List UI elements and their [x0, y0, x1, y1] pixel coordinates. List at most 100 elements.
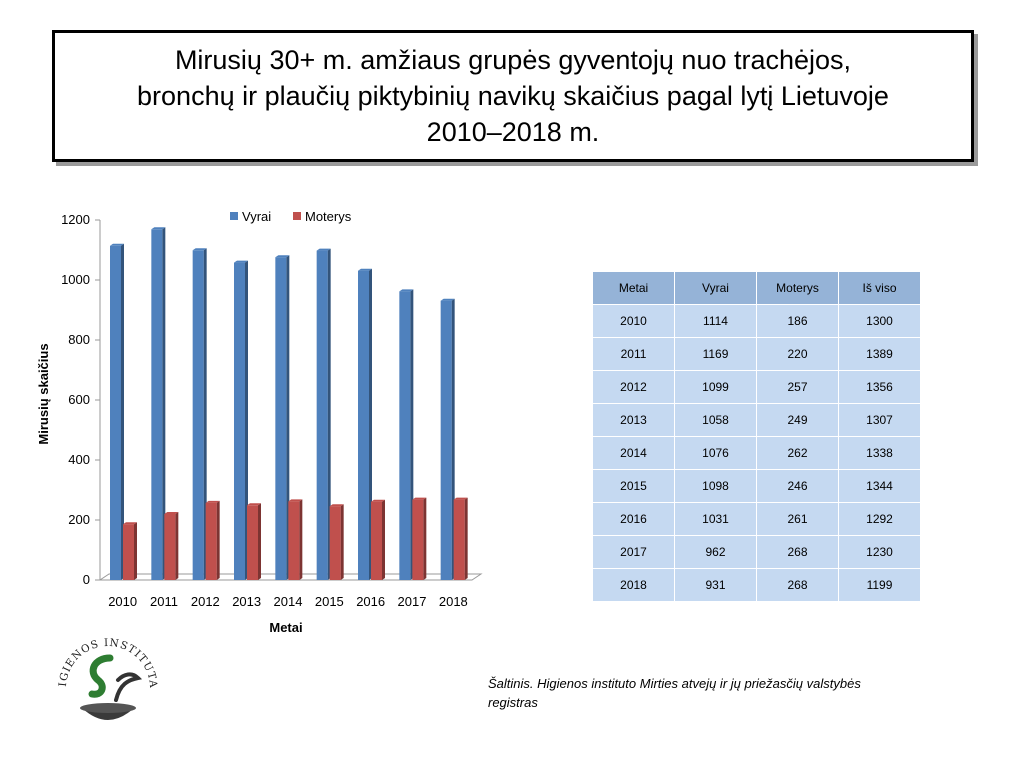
x-tick-label: 2015: [315, 594, 344, 609]
legend-swatch: [230, 212, 238, 220]
bar-top: [192, 248, 207, 251]
table-cell: 1389: [839, 338, 921, 371]
x-tick-label: 2012: [191, 594, 220, 609]
y-tick-label: 200: [68, 512, 90, 527]
bar: [399, 291, 411, 580]
bar-top: [371, 499, 385, 502]
x-tick-label: 2018: [439, 594, 468, 609]
bar: [247, 505, 258, 580]
x-tick-label: 2017: [398, 594, 427, 609]
bar-top: [234, 260, 248, 263]
table-row: 2014 1076 262 1338: [593, 437, 921, 470]
table-row: 2016 1031 261 1292: [593, 503, 921, 536]
legend-label: Moterys: [305, 209, 352, 224]
bar: [275, 257, 287, 580]
table-cell: 1230: [839, 536, 921, 569]
bar-top: [440, 298, 455, 301]
y-tick-label: 400: [68, 452, 90, 467]
bar: [205, 502, 217, 580]
table-header: Moterys: [757, 272, 839, 305]
bar-side: [382, 499, 385, 580]
bar-side: [258, 503, 261, 580]
bar-chart: 0 200 400 600 800 1000 1200 2010 2011 2012 2013 201…: [36, 209, 483, 635]
source-note: Šaltinis. Higienos instituto Mirties atv…: [488, 676, 861, 710]
bar: [164, 514, 176, 580]
table-cell: 1031: [675, 503, 757, 536]
bar-top: [151, 227, 166, 230]
x-tick-label: 2016: [356, 594, 385, 609]
bar-side: [203, 248, 207, 581]
bar-side: [216, 500, 220, 580]
bar-side: [327, 248, 331, 580]
table-row: 2012 1099 257 1356: [593, 371, 921, 404]
bar-top: [247, 503, 261, 506]
table-cell: 1344: [839, 470, 921, 503]
y-tick-label: 1200: [61, 212, 90, 227]
bar-top: [205, 500, 220, 503]
bar-top: [288, 499, 303, 502]
bar-side: [175, 512, 179, 580]
legend-swatch: [293, 212, 301, 220]
table-cell: 1300: [839, 305, 921, 338]
table-cell: 1199: [839, 569, 921, 602]
legend-label: Vyrai: [242, 209, 271, 224]
data-table: Metai Vyrai Moterys Iš viso 2010 1114 18…: [593, 272, 921, 602]
table-header: Metai: [593, 272, 675, 305]
table-cell: 931: [675, 569, 757, 602]
table-row: 2013 1058 249 1307: [593, 404, 921, 437]
table-cell: 1356: [839, 371, 921, 404]
bar-side: [162, 227, 166, 581]
bar: [453, 499, 465, 580]
bar: [371, 501, 382, 580]
table-cell: 2016: [593, 503, 675, 536]
table-cell: 268: [757, 536, 839, 569]
y-tick-label: 600: [68, 392, 90, 407]
table-row: 2010 1114 186 1300: [593, 305, 921, 338]
bar: [329, 506, 341, 580]
table-cell: 2010: [593, 305, 675, 338]
title-box: Mirusių 30+ m. amžiaus grupės gyventojų …: [52, 30, 974, 162]
table-cell: 257: [757, 371, 839, 404]
bar-side: [423, 497, 427, 580]
table-row: 2018 931 268 1199: [593, 569, 921, 602]
x-tick-label: 2014: [274, 594, 303, 609]
slide-title: Mirusių 30+ m. amžiaus grupės gyventojų …: [137, 45, 889, 147]
bar: [234, 262, 245, 580]
table-cell: 1307: [839, 404, 921, 437]
table-cell: 2015: [593, 470, 675, 503]
table-cell: 249: [757, 404, 839, 437]
bar: [151, 229, 163, 581]
table-header-row: Metai Vyrai Moterys Iš viso: [593, 272, 921, 305]
bar-side: [286, 255, 290, 580]
table-row: 2011 1169 220 1389: [593, 338, 921, 371]
x-tick-label: 2013: [232, 594, 261, 609]
table-cell: 1169: [675, 338, 757, 371]
bar-top: [275, 255, 290, 258]
bar-side: [121, 243, 124, 581]
bar-top: [399, 289, 414, 292]
bar: [358, 270, 369, 580]
table-cell: 246: [757, 470, 839, 503]
table-cell: 2018: [593, 569, 675, 602]
y-axis-title: Mirusių skaičius: [36, 343, 51, 444]
table-header: Iš viso: [839, 272, 921, 305]
bar-top: [164, 512, 179, 514]
table-cell: 1058: [675, 404, 757, 437]
bar-top: [412, 497, 427, 500]
bar-top: [453, 497, 468, 500]
y-tick-label: 1000: [61, 272, 90, 287]
bar: [110, 245, 121, 581]
table-cell: 962: [675, 536, 757, 569]
table-cell: 1076: [675, 437, 757, 470]
table-cell: 186: [757, 305, 839, 338]
x-tick-label: 2010: [108, 594, 137, 609]
table-cell: 1099: [675, 371, 757, 404]
bar-top: [316, 248, 331, 251]
bar-top: [110, 243, 124, 246]
bar-side: [340, 504, 344, 580]
higienos-institutas-logo-icon: HIGIENOS INSTITUTAS: [58, 628, 158, 720]
y-tick-label: 0: [83, 572, 90, 587]
bar: [412, 499, 424, 580]
x-tick-label: 2011: [150, 594, 178, 609]
bar-side: [299, 499, 303, 580]
